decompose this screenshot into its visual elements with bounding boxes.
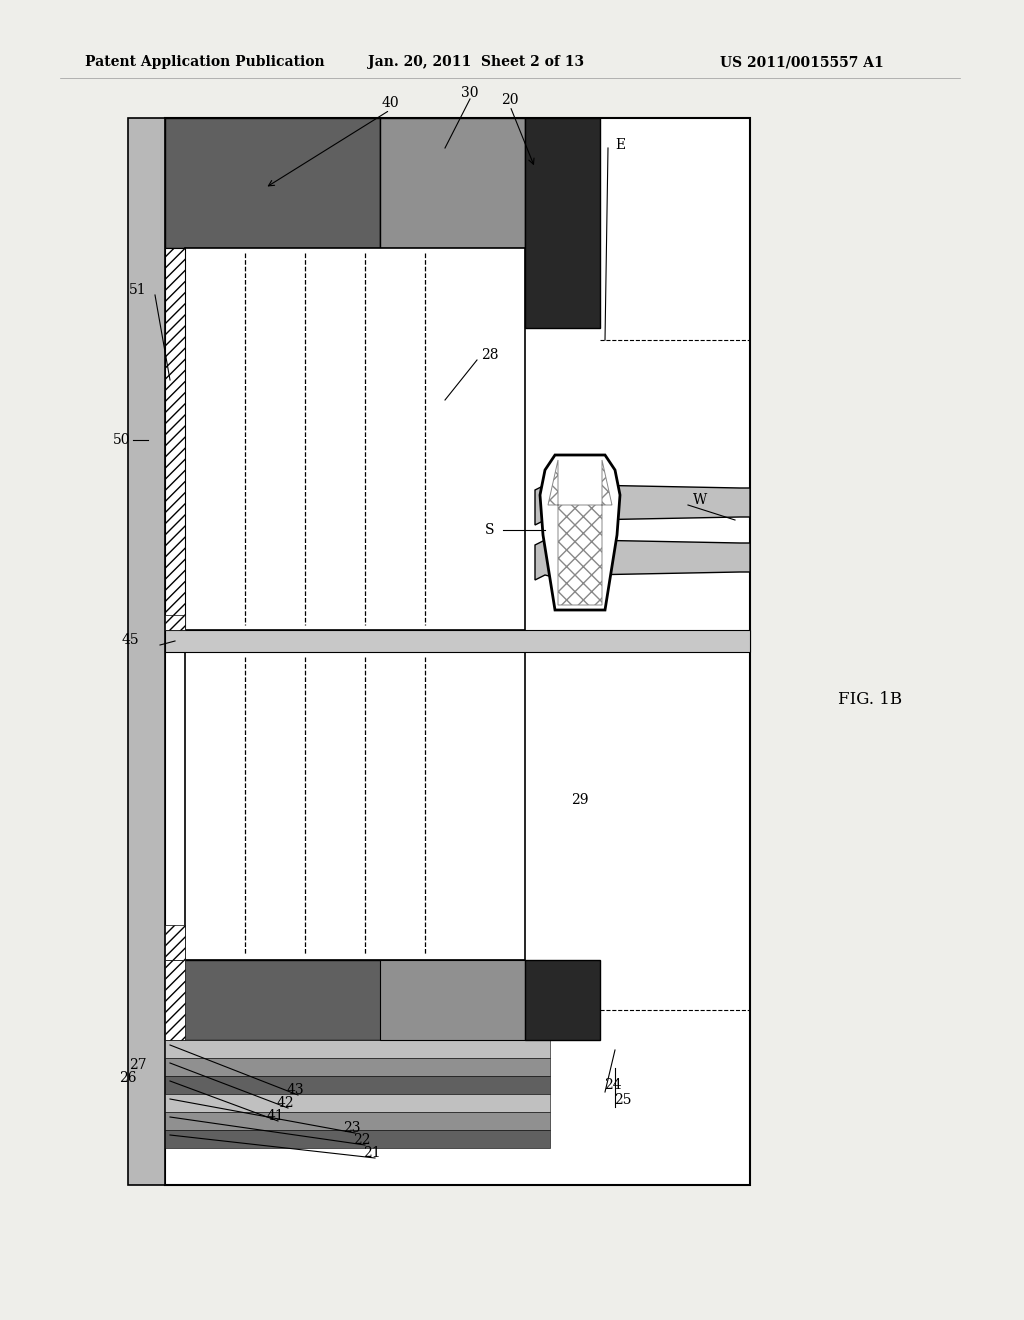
Polygon shape (535, 540, 750, 579)
Bar (525, 117, 600, 327)
Bar (165, 1076, 550, 1094)
Bar (380, 248, 525, 327)
Text: 21: 21 (364, 1146, 381, 1160)
Bar (165, 1040, 550, 1059)
Bar (165, 1111, 550, 1130)
Text: 42: 42 (276, 1096, 294, 1110)
Bar (165, 248, 185, 628)
Text: 25: 25 (614, 1093, 632, 1107)
Text: FIG. 1B: FIG. 1B (838, 692, 902, 709)
Text: 51: 51 (129, 282, 146, 297)
Text: 20: 20 (502, 92, 519, 107)
Text: 27: 27 (129, 1059, 146, 1072)
Text: S: S (485, 523, 495, 537)
Bar (165, 1094, 550, 1111)
Bar (185, 652, 525, 960)
Bar (165, 117, 380, 248)
Text: 40: 40 (381, 96, 398, 110)
Text: E: E (615, 139, 625, 152)
Bar (165, 615, 185, 630)
Text: 28: 28 (481, 348, 499, 362)
Bar (165, 117, 750, 1185)
Text: 24: 24 (604, 1078, 622, 1092)
Text: 29: 29 (571, 793, 589, 807)
Text: Patent Application Publication: Patent Application Publication (85, 55, 325, 69)
Text: 41: 41 (266, 1109, 284, 1123)
Bar (165, 960, 185, 1040)
Text: 26: 26 (119, 1071, 137, 1085)
Text: Jan. 20, 2011  Sheet 2 of 13: Jan. 20, 2011 Sheet 2 of 13 (368, 55, 584, 69)
Text: 30: 30 (461, 86, 479, 100)
Text: 45: 45 (121, 634, 139, 647)
Text: US 2011/0015557 A1: US 2011/0015557 A1 (720, 55, 884, 69)
Bar (525, 960, 600, 1040)
Text: 43: 43 (286, 1082, 304, 1097)
Bar (165, 630, 750, 652)
Bar (185, 909, 285, 960)
Bar (165, 960, 525, 1040)
Text: 22: 22 (353, 1133, 371, 1147)
Bar (380, 117, 525, 248)
Text: 50: 50 (114, 433, 131, 447)
Text: 23: 23 (343, 1121, 360, 1135)
Bar (128, 117, 165, 1185)
Bar (165, 925, 185, 960)
Bar (165, 1059, 550, 1076)
Text: W: W (693, 492, 708, 507)
Bar (380, 960, 525, 1040)
Polygon shape (540, 455, 620, 610)
Bar (165, 1130, 550, 1148)
Polygon shape (535, 484, 750, 525)
Bar (185, 248, 525, 630)
